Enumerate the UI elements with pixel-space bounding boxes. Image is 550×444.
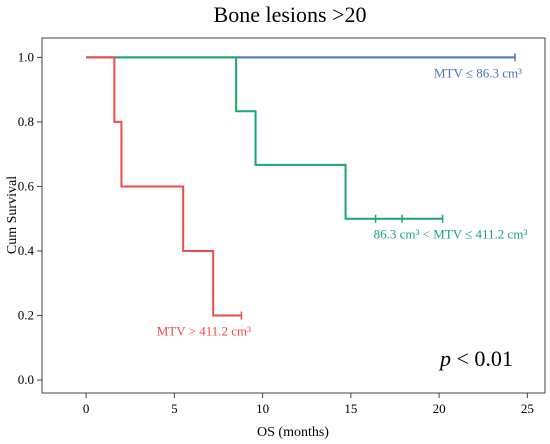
y-axis-title: Cum Survival bbox=[5, 176, 20, 254]
x-tick-label: 20 bbox=[433, 401, 446, 416]
series-label-1: 86.3 cm³ < MTV ≤ 411.2 cm³ bbox=[374, 227, 528, 242]
x-tick-label: 25 bbox=[521, 401, 534, 416]
survival-curves bbox=[86, 53, 516, 320]
x-axis-title: OS (months) bbox=[257, 425, 329, 440]
y-tick-label: 0.8 bbox=[18, 114, 34, 129]
x-tick-label: 15 bbox=[344, 401, 357, 416]
series-label-0: MTV ≤ 86.3 cm³ bbox=[434, 65, 522, 80]
series-line-2 bbox=[86, 56, 242, 317]
x-tick-label: 10 bbox=[256, 401, 269, 416]
y-tick-label: 0.6 bbox=[18, 178, 35, 193]
y-axis: 0.0 0.2 0.4 0.6 0.8 1.0 bbox=[18, 49, 42, 387]
x-tick-label: 0 bbox=[83, 401, 90, 416]
y-tick-label: 0.2 bbox=[18, 308, 34, 323]
series-label-2: MTV > 411.2 cm³ bbox=[157, 324, 251, 339]
p-symbol: p bbox=[438, 346, 451, 371]
plot-frame bbox=[41, 37, 546, 394]
p-value-annotation: p < 0.01 bbox=[438, 346, 513, 371]
series-labels: MTV ≤ 86.3 cm³ 86.3 cm³ < MTV ≤ 411.2 cm³… bbox=[157, 65, 528, 338]
series-line-1 bbox=[86, 56, 443, 220]
p-rest: < 0.01 bbox=[451, 346, 513, 371]
y-tick-label: 1.0 bbox=[18, 49, 34, 64]
chart-title: Bone lesions >20 bbox=[214, 2, 367, 27]
x-axis: 0 5 10 15 20 25 bbox=[83, 393, 534, 416]
y-tick-label: 0.0 bbox=[18, 372, 34, 387]
y-tick-label: 0.4 bbox=[18, 243, 35, 258]
x-tick-label: 5 bbox=[171, 401, 178, 416]
